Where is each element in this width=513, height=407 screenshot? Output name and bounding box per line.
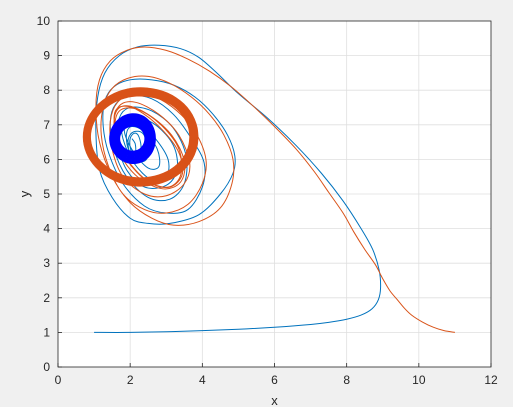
x-tick-label: 8 (343, 373, 350, 387)
y-tick-label: 4 (43, 222, 50, 236)
y-tick-label: 2 (43, 291, 50, 305)
y-tick-label: 8 (43, 83, 50, 97)
x-tick-label: 10 (412, 373, 426, 387)
y-tick-label: 3 (43, 256, 50, 270)
y-tick-label: 9 (43, 49, 50, 63)
x-tick-label: 12 (484, 373, 498, 387)
series-2-limit-cycle-band (82, 87, 199, 187)
y-axis-label: y (17, 190, 32, 197)
y-tick-label: 0 (43, 360, 50, 374)
series-3-loop (109, 113, 156, 165)
y-tick-label: 1 (43, 325, 50, 339)
series-1-trajectory (95, 46, 455, 333)
y-tick-label: 5 (43, 187, 50, 201)
series-layer (82, 44, 455, 333)
x-axis-label: x (271, 393, 278, 407)
series-2-loop (82, 87, 199, 187)
series-0-trajectory (94, 44, 382, 333)
y-tick-label: 7 (43, 118, 50, 132)
x-tick-label: 2 (127, 373, 134, 387)
y-tick-label: 10 (37, 14, 51, 28)
y-tick-label: 6 (43, 152, 50, 166)
x-tick-label: 0 (55, 373, 62, 387)
series-3-limit-cycle-band (109, 113, 156, 165)
x-tick-label: 6 (271, 373, 278, 387)
x-tick-label: 4 (199, 373, 206, 387)
